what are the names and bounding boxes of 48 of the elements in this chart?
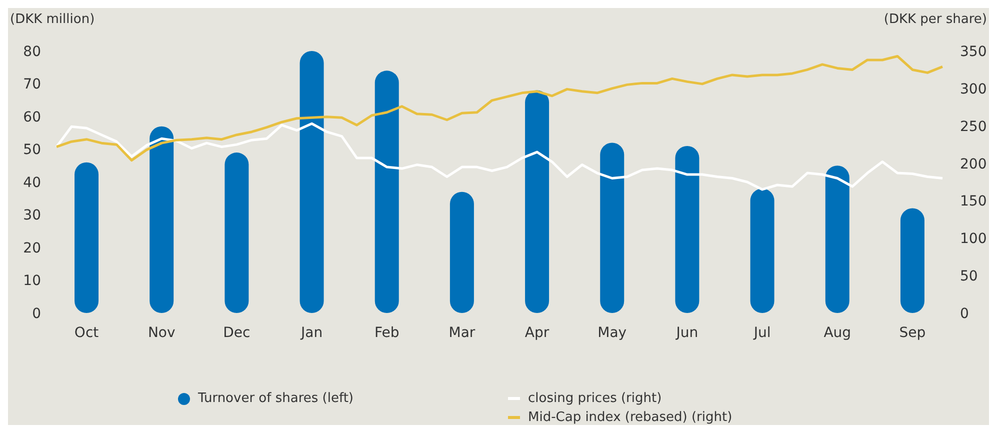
bar [525, 90, 550, 313]
y2-tick-label: 300 [960, 81, 987, 98]
bar [900, 208, 924, 313]
y2-tick-label: 200 [960, 156, 987, 172]
y-tick-label: 0 [32, 306, 41, 322]
bar [600, 142, 624, 313]
x-tick-label: Jun [675, 324, 698, 341]
x-tick-label: Oct [74, 324, 100, 341]
bar [450, 192, 474, 313]
bar [74, 162, 99, 313]
y2-axis-title: (DKK per share) [884, 12, 987, 27]
x-tick-label: May [598, 324, 627, 341]
x-tick-label: Mar [448, 324, 476, 341]
legend-label: Turnover of shares (left) [198, 391, 354, 406]
y2-tick-label: 250 [960, 118, 987, 135]
bar [300, 51, 324, 313]
bar [750, 188, 774, 313]
x-tick-label: Dec [223, 324, 250, 341]
legend-label: closing prices (right) [528, 391, 662, 406]
x-tick-label: Sep [899, 324, 926, 341]
y2-tick-label: 100 [960, 231, 987, 248]
y2-tick-label: 0 [960, 306, 969, 322]
bar [224, 152, 249, 313]
x-tick-label: Jan [300, 324, 323, 341]
line-series [55, 54, 944, 162]
y-tick-label: 30 [23, 208, 41, 224]
y-tick-label: 60 [23, 109, 41, 126]
y2-tick-label: 150 [960, 194, 987, 210]
legend-label: Mid-Cap index (rebased) (right) [528, 410, 732, 425]
bar [675, 146, 700, 313]
x-tick-label: Aug [824, 324, 852, 341]
x-tick-label: Nov [148, 324, 176, 341]
bar [374, 70, 399, 313]
line-series [55, 122, 944, 191]
y-tick-label: 50 [23, 142, 41, 158]
y-axis-title: (DKK million) [10, 12, 95, 27]
y-tick-label: 40 [23, 174, 41, 191]
y-tick-label: 10 [23, 273, 41, 290]
x-tick-label: Jul [752, 324, 771, 341]
y-tick-label: 70 [23, 76, 41, 93]
y-tick-label: 80 [23, 44, 41, 60]
x-tick-label: Apr [524, 324, 550, 341]
y-tick-label: 20 [23, 240, 41, 256]
y2-tick-label: 50 [960, 268, 978, 285]
x-tick-label: Feb [374, 324, 400, 341]
bar [150, 126, 174, 313]
bar [825, 166, 850, 313]
y2-tick-label: 350 [960, 44, 987, 60]
